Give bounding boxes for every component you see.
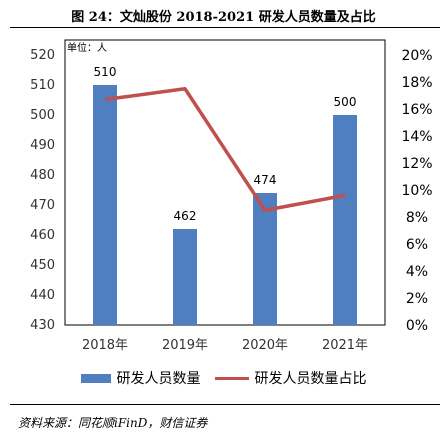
y-left-tick-label: 470	[30, 198, 55, 213]
y-right-tick-label: 20%	[401, 48, 432, 64]
unit-label: 单位：人	[67, 41, 107, 54]
bar	[253, 193, 277, 325]
y-left-tick-label: 520	[30, 48, 55, 63]
bar-data-label: 462	[174, 209, 197, 223]
bar-data-label: 500	[334, 95, 357, 109]
y-left-tick-label: 460	[30, 228, 55, 243]
figure-title: 图 24：文灿股份 2018-2021 研发人员数量及占比	[71, 10, 376, 25]
combo-chart: 单位：人 430 440 450 460 470 480 490 500 510 520 0% 2% 4%…	[30, 39, 433, 353]
legend-item-line: 研发人员数量占比	[214, 368, 367, 388]
chart-legend: 研发人员数量 研发人员数量占比	[0, 368, 447, 388]
top-rule	[10, 27, 440, 28]
y-left-tick-label: 480	[30, 168, 55, 183]
line-series	[104, 87, 346, 212]
y-right-tick-label: 18%	[401, 75, 432, 91]
plot-frame	[64, 39, 386, 326]
x-tick-label: 2021年	[322, 338, 368, 353]
y-right-tick-label: 12%	[401, 156, 432, 172]
bar-data-label: 474	[254, 173, 277, 187]
legend-bar-swatch	[80, 373, 111, 383]
y-right-tick-label: 10%	[401, 183, 432, 199]
y-right-tick-label: 8%	[406, 210, 428, 226]
y-right-tick-label: 16%	[401, 102, 432, 118]
bar	[93, 85, 117, 325]
y-left-tick-label: 440	[30, 288, 55, 303]
y-left-tick-label: 510	[30, 78, 55, 93]
y-left-tick-label: 450	[30, 258, 55, 273]
y-right-tick-label: 14%	[401, 129, 432, 145]
y-right-tick-label: 0%	[406, 318, 428, 334]
legend-bar-label: 研发人员数量	[116, 371, 201, 387]
y-left-tick-label: 500	[30, 108, 55, 123]
y-left-tick-label: 430	[30, 318, 55, 333]
x-tick-label: 2019年	[162, 338, 208, 353]
bar	[173, 229, 197, 325]
x-tick-label: 2020年	[242, 338, 288, 353]
y-right-tick-label: 4%	[406, 264, 428, 280]
legend-item-bar: 研发人员数量	[80, 368, 201, 388]
y-right-tick-label: 6%	[406, 237, 428, 253]
bar-data-label: 510	[94, 65, 117, 79]
y-right-tick-label: 2%	[406, 291, 428, 307]
legend-line-swatch	[214, 376, 249, 380]
figure-source: 资料来源：同花顺iFinD，财信证券	[18, 416, 208, 430]
x-tick-label: 2018年	[82, 338, 128, 353]
y-left-tick-label: 490	[30, 138, 55, 153]
bar	[333, 115, 357, 325]
bottom-rule	[10, 404, 440, 405]
legend-line-label: 研发人员数量占比	[254, 371, 367, 387]
